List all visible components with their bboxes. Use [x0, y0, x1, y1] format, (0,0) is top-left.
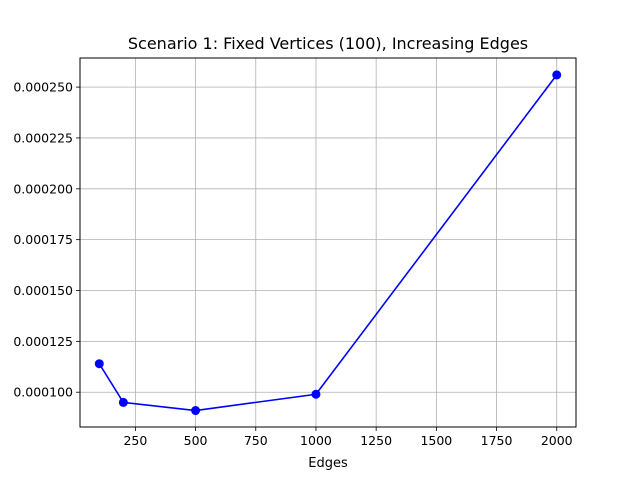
- y-tick-label: 0.000100: [13, 385, 73, 400]
- grid: [80, 58, 576, 427]
- y-tick-label: 0.000250: [13, 80, 73, 95]
- data-point: [311, 389, 321, 399]
- y-tick-label: 0.000150: [13, 283, 73, 298]
- y-tick-label: 0.000225: [13, 130, 73, 145]
- x-tick-label: 1750: [481, 433, 513, 448]
- x-tick-label: 1000: [300, 433, 332, 448]
- x-tick-label: 750: [244, 433, 268, 448]
- x-tick-label: 250: [123, 433, 147, 448]
- x-axis-label: Edges: [308, 456, 348, 471]
- chart-title: Scenario 1: Fixed Vertices (100), Increa…: [128, 34, 528, 53]
- plot-frame: [79, 57, 577, 428]
- y-tick-label: 0.000200: [13, 181, 73, 196]
- data-point: [552, 70, 562, 80]
- y-axis-ticks: 0.000100 0.000125 0.000150 0.000175 0.000200…: [13, 80, 80, 400]
- data-point: [191, 406, 201, 416]
- x-axis-ticks: 250 500 750 1000 1250 1500 1750 2000: [123, 427, 573, 448]
- x-tick-label: 1500: [420, 433, 452, 448]
- data-point: [94, 359, 104, 369]
- x-tick-label: 500: [184, 433, 208, 448]
- y-tick-label: 0.000175: [13, 232, 73, 247]
- series-layer: [94, 70, 562, 416]
- x-tick-label: 2000: [541, 433, 573, 448]
- data-point: [118, 397, 128, 407]
- x-tick-label: 1250: [360, 433, 392, 448]
- y-tick-label: 0.000125: [13, 334, 73, 349]
